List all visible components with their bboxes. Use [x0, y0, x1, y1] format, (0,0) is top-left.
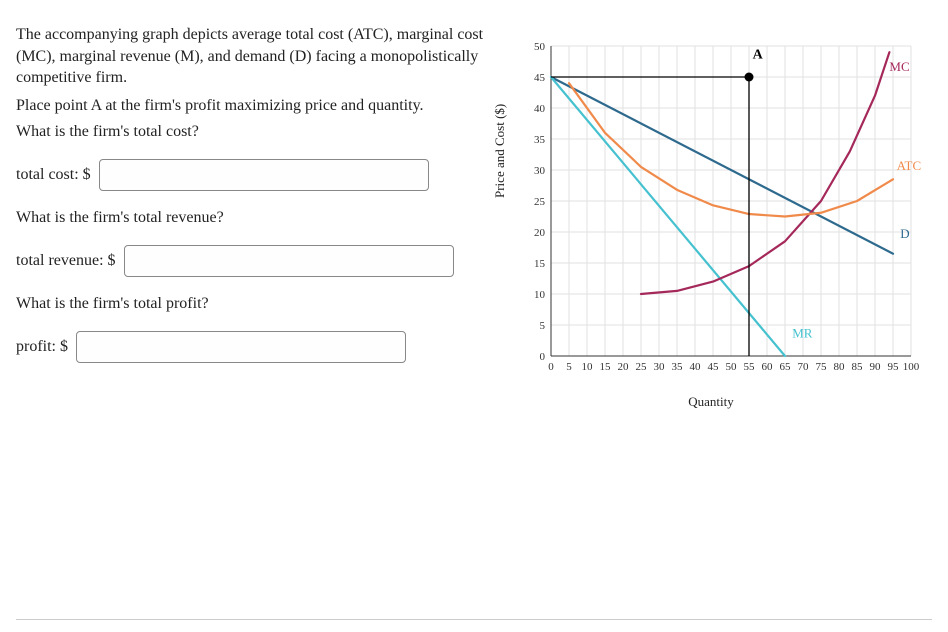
svg-text:15: 15	[600, 361, 612, 373]
label-total-cost: total cost: $	[16, 166, 91, 184]
svg-text:50: 50	[534, 41, 546, 53]
profit-input[interactable]	[76, 331, 406, 363]
chart-panel: Price and Cost ($) 051015202530354045505…	[496, 8, 932, 624]
svg-text:45: 45	[534, 72, 546, 84]
svg-text:20: 20	[618, 361, 630, 373]
svg-text:55: 55	[744, 361, 756, 373]
question-profit: What is the firm's total profit?	[16, 295, 486, 313]
label-total-revenue: total revenue: $	[16, 252, 116, 270]
svg-text:70: 70	[798, 361, 810, 373]
svg-text:A: A	[753, 47, 764, 62]
svg-text:75: 75	[816, 361, 828, 373]
svg-text:MC: MC	[889, 59, 909, 74]
question-total-revenue: What is the firm's total revenue?	[16, 209, 486, 227]
svg-text:65: 65	[780, 361, 792, 373]
svg-text:5: 5	[540, 320, 546, 332]
question-total-cost: What is the firm's total cost?	[16, 123, 486, 141]
svg-text:10: 10	[582, 361, 594, 373]
svg-text:0: 0	[548, 361, 554, 373]
svg-text:20: 20	[534, 227, 546, 239]
svg-text:30: 30	[654, 361, 666, 373]
svg-text:60: 60	[762, 361, 774, 373]
svg-text:MR: MR	[792, 325, 813, 340]
instruction-place-a: Place point A at the firm's profit maxim…	[16, 97, 486, 115]
svg-text:10: 10	[534, 289, 546, 301]
svg-text:50: 50	[726, 361, 738, 373]
chart-svg: 0510152025303540455055606570758085909510…	[496, 28, 926, 408]
svg-text:35: 35	[672, 361, 684, 373]
svg-text:15: 15	[534, 258, 546, 270]
total-revenue-input[interactable]	[124, 245, 454, 277]
label-profit: profit: $	[16, 338, 68, 356]
svg-text:100: 100	[903, 361, 920, 373]
svg-text:25: 25	[636, 361, 648, 373]
svg-text:5: 5	[566, 361, 572, 373]
total-cost-input[interactable]	[99, 159, 429, 191]
svg-text:40: 40	[690, 361, 702, 373]
question-panel: The accompanying graph depicts average t…	[16, 8, 496, 624]
svg-text:90: 90	[870, 361, 882, 373]
svg-text:ATC: ATC	[897, 158, 922, 173]
x-axis-label: Quantity	[496, 394, 926, 410]
svg-text:D: D	[900, 226, 909, 241]
svg-text:80: 80	[834, 361, 846, 373]
svg-text:95: 95	[888, 361, 900, 373]
svg-text:85: 85	[852, 361, 864, 373]
svg-text:45: 45	[708, 361, 720, 373]
intro-text: The accompanying graph depicts average t…	[16, 24, 486, 89]
svg-text:30: 30	[534, 165, 546, 177]
svg-text:0: 0	[540, 351, 546, 363]
svg-text:25: 25	[534, 196, 546, 208]
svg-text:40: 40	[534, 103, 546, 115]
divider	[16, 619, 932, 620]
econ-chart[interactable]: Price and Cost ($) 051015202530354045505…	[496, 28, 926, 408]
y-axis-label: Price and Cost ($)	[492, 104, 508, 198]
svg-text:35: 35	[534, 134, 546, 146]
